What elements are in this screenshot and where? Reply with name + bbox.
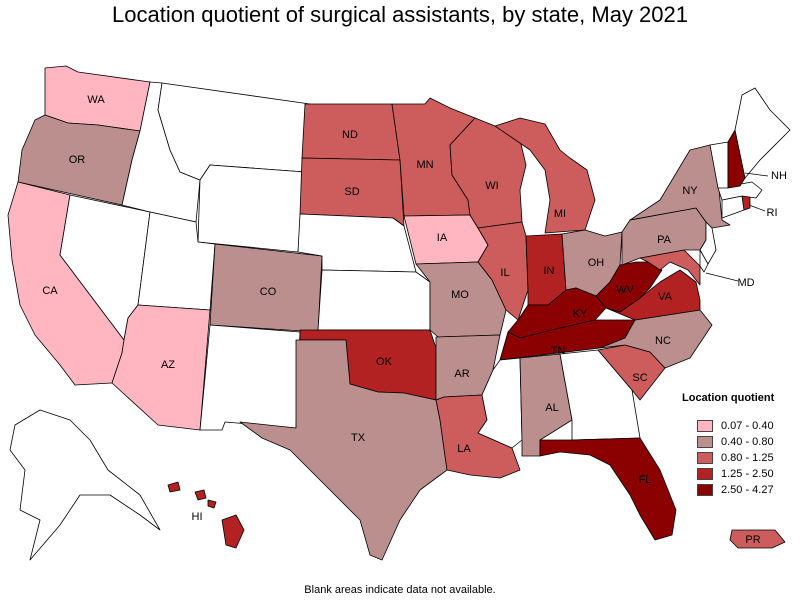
state-fl — [539, 437, 677, 541]
legend-label: 2.50 - 4.27 — [721, 483, 774, 496]
legend-label: 1.25 - 2.50 — [721, 467, 774, 480]
state-label-ok: OK — [376, 356, 393, 368]
state-label-nh: NH — [771, 170, 787, 182]
state-label-nd: ND — [342, 129, 358, 141]
state-label-oh: OH — [588, 257, 605, 269]
state-label-ky: KY — [573, 308, 588, 320]
state-label-tx: TX — [351, 432, 366, 444]
legend-item: 2.50 - 4.27 — [682, 482, 797, 497]
state-label-ia: IA — [437, 232, 448, 244]
state-label-ny: NY — [682, 185, 698, 197]
md-leader-line — [705, 272, 739, 282]
ri-leader-line — [748, 204, 766, 212]
state-il — [477, 221, 529, 321]
state-label-wv: WV — [616, 284, 634, 296]
state-label-va: VA — [658, 291, 673, 303]
state-wy — [197, 164, 306, 253]
state-ak — [9, 409, 161, 561]
footer-note: Blank areas indicate data not available. — [304, 584, 496, 596]
state-nc — [599, 309, 713, 369]
legend-item: 1.25 - 2.50 — [682, 466, 797, 481]
legend-swatch — [697, 451, 713, 464]
state-ks — [317, 269, 431, 331]
state-label-wi: WI — [485, 180, 498, 192]
state-az — [111, 304, 211, 431]
legend-label: 0.40 - 0.80 — [721, 435, 774, 448]
legend-item: 0.07 - 0.40 — [682, 418, 797, 433]
state-label-co: CO — [260, 286, 277, 298]
state-mt — [157, 82, 311, 181]
state-label-tn: TN — [551, 345, 566, 357]
map-title: Location quotient of surgical assistants… — [112, 2, 688, 27]
state-de — [699, 249, 709, 273]
state-label-in: IN — [544, 265, 555, 277]
legend-swatch — [697, 419, 713, 432]
state-label-mi: MI — [554, 208, 566, 220]
state-label-mo: MO — [451, 289, 469, 301]
state-label-ri: RI — [767, 207, 778, 219]
state-label-pa: PA — [657, 234, 672, 246]
state-label-il: IL — [500, 267, 509, 279]
state-nm — [199, 324, 301, 431]
state-me — [734, 87, 791, 179]
legend-swatch — [697, 483, 713, 496]
state-label-fl: FL — [639, 474, 652, 486]
state-label-wa: WA — [87, 94, 105, 106]
state-tx — [239, 339, 448, 561]
state-label-az: AZ — [161, 359, 175, 371]
state-ms — [477, 357, 523, 449]
state-wi — [449, 117, 527, 229]
state-mi — [494, 117, 596, 234]
state-label-pr: PR — [745, 534, 760, 546]
state-label-or: OR — [69, 154, 86, 166]
state-label-hi: HI — [192, 511, 203, 523]
legend: Location quotient 0.07 - 0.40 0.40 - 0.8… — [682, 392, 797, 498]
state-label-md: MD — [737, 277, 754, 289]
state-label-ca: CA — [42, 285, 58, 297]
state-md — [639, 249, 701, 286]
legend-swatch — [697, 435, 713, 448]
state-label-ar: AR — [454, 368, 469, 380]
state-label-la: LA — [457, 443, 471, 455]
legend-label: 0.80 - 1.25 — [721, 451, 774, 464]
state-nh — [727, 129, 746, 189]
state-label-al: AL — [545, 402, 558, 414]
legend-label: 0.07 - 0.40 — [721, 419, 774, 432]
state-la — [435, 394, 521, 479]
legend-item: 0.80 - 1.25 — [682, 450, 797, 465]
state-label-sc: SC — [632, 372, 647, 384]
state-hi — [167, 481, 245, 549]
state-label-mn: MN — [416, 159, 433, 171]
state-label-sd: SD — [344, 186, 359, 198]
legend-item: 0.40 - 0.80 — [682, 434, 797, 449]
legend-swatch — [697, 467, 713, 480]
state-va — [605, 269, 701, 321]
legend-title: Location quotient — [682, 392, 775, 404]
nh-leader-line — [744, 172, 769, 177]
state-pr — [729, 529, 786, 549]
state-label-nc: NC — [655, 335, 671, 347]
